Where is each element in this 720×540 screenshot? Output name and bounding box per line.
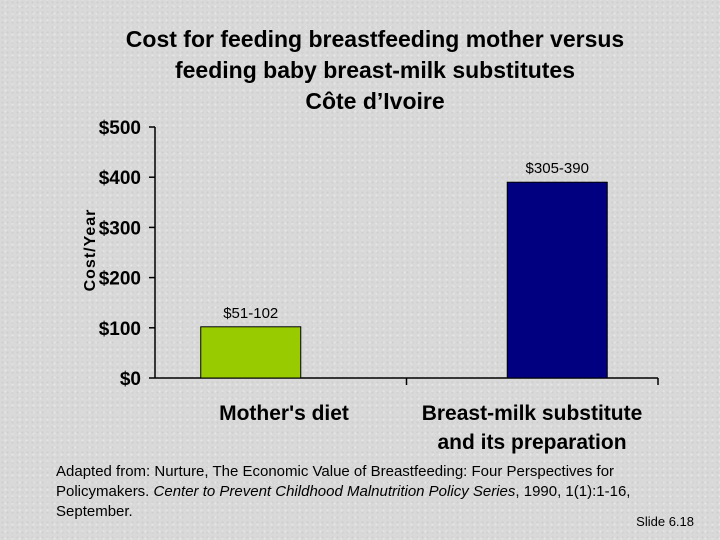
chart-title-line-2: feeding baby breast-milk substitutes (174, 57, 576, 83)
y-tick-label: $500 (99, 118, 141, 139)
slide-number: Slide 6.18 (636, 514, 694, 529)
footnote-series-title: Center to Prevent Childhood Malnutrition… (153, 483, 516, 500)
bar (200, 326, 302, 379)
x-category-label: Breast-milk substitute (422, 402, 643, 425)
x-category-label: and its preparation (437, 431, 626, 454)
footnote-text-1: Adapted from: Nurture, The Economic Valu… (56, 463, 615, 500)
y-tick-label: $300 (99, 218, 141, 239)
bar (506, 181, 608, 379)
source-footnote: Adapted from: Nurture, The Economic Valu… (56, 462, 696, 522)
y-tick-label: $100 (99, 319, 141, 340)
y-tick-label: $400 (99, 168, 141, 189)
x-category-label: Mother's diet (219, 402, 349, 425)
chart-title-line-3: Côte d’Ivoire (305, 88, 445, 114)
y-tick-label: $200 (99, 269, 141, 290)
y-tick-label: $0 (120, 369, 141, 390)
bar-value-label: $51-102 (223, 305, 278, 322)
chart-title: Cost for feeding breastfeeding mother ve… (60, 24, 690, 117)
bar-value-label: $305-390 (526, 160, 589, 177)
chart-title-line-1: Cost for feeding breastfeeding mother ve… (125, 26, 625, 52)
footnote-text-2: , 1990, 1(1):1-16, September. (56, 483, 631, 520)
y-axis-label: Cost/Year (82, 209, 99, 292)
